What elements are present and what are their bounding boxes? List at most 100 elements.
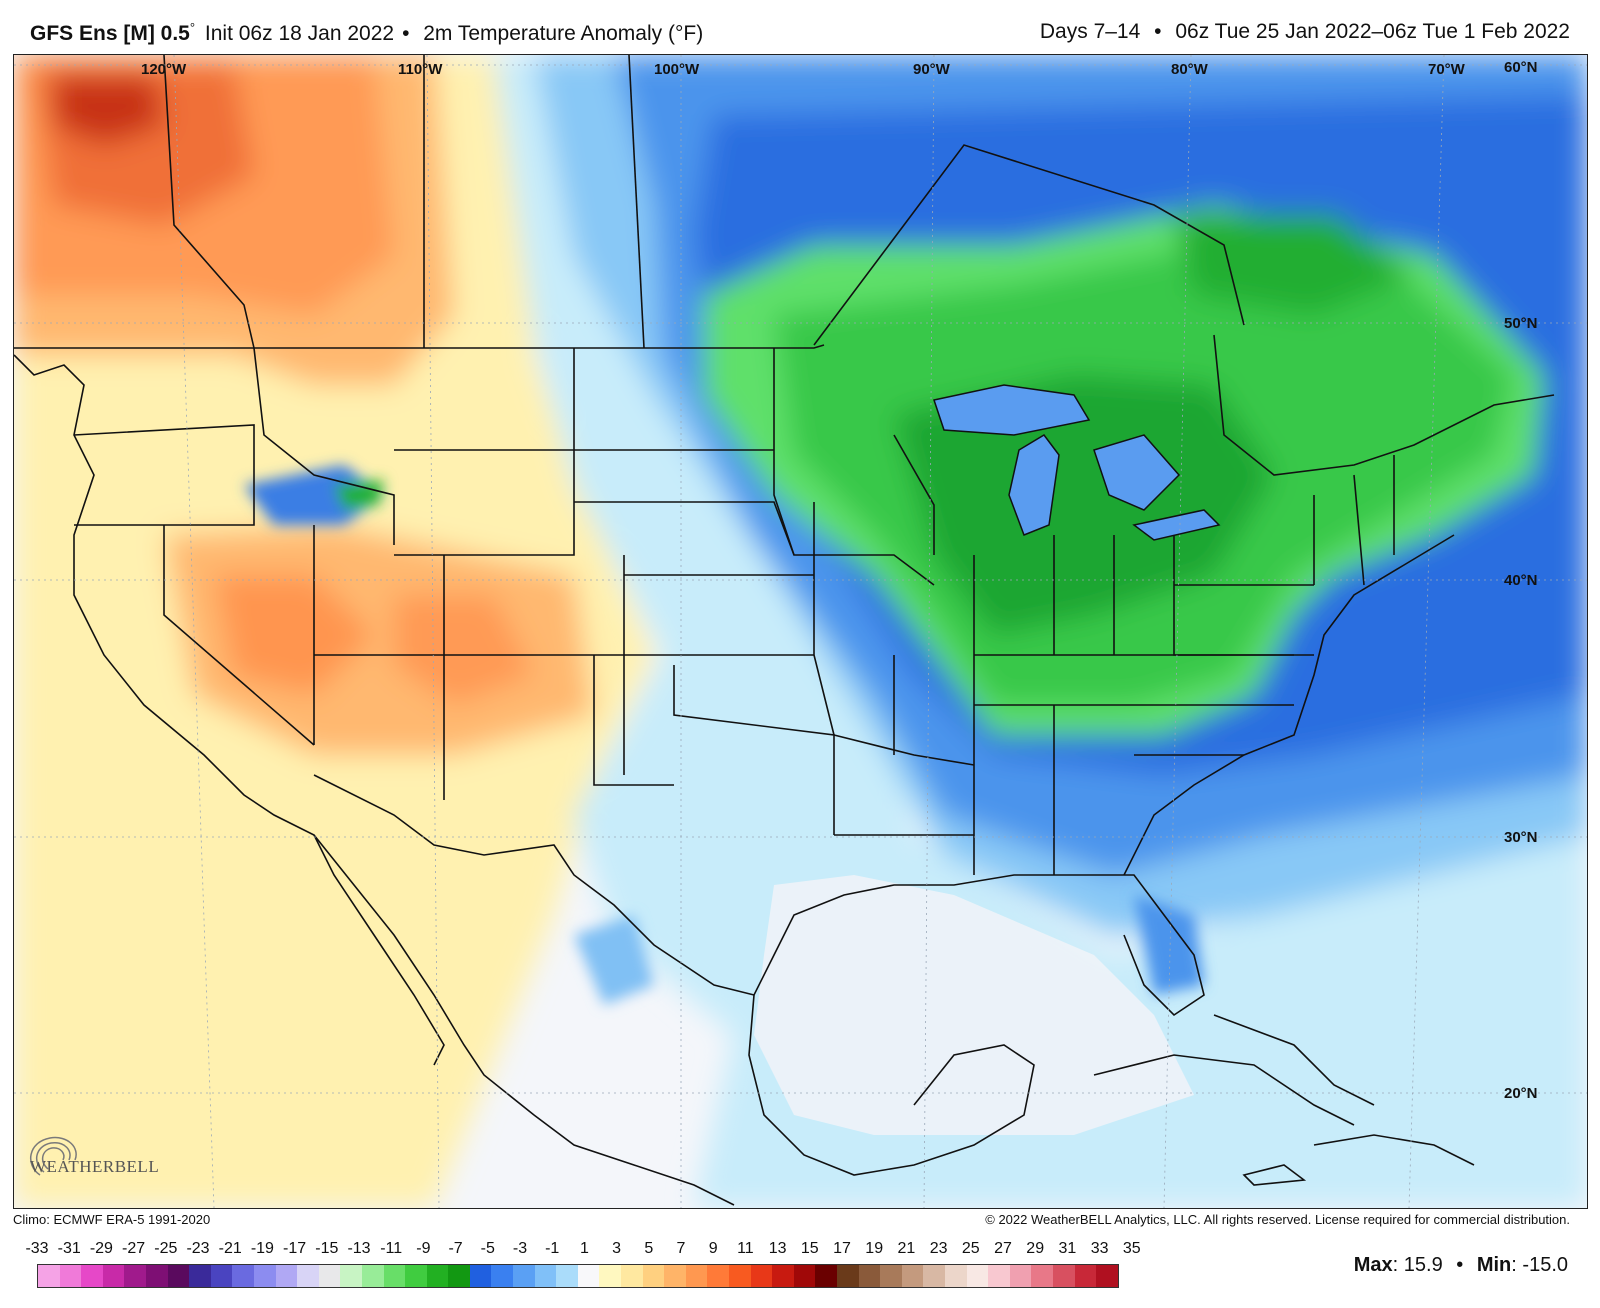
colorbar-label: 15: [800, 1240, 819, 1257]
colorbar-swatch: [448, 1265, 470, 1287]
lon-label-70w: 70°W: [1428, 61, 1465, 78]
colorbar-swatch: [664, 1265, 686, 1287]
colorbar-label: -11: [380, 1240, 403, 1257]
colorbar-swatch: [599, 1265, 622, 1287]
days-range: Days 7–14: [1039, 20, 1141, 43]
colorbar-swatch: [340, 1265, 362, 1287]
colorbar-swatch: [59, 1265, 82, 1287]
great-lakes: [933, 384, 1221, 541]
map-title: GFS Ens [M] 0.5° Init 06z 18 Jan 2022 • 2…: [30, 20, 704, 45]
colorbar-label: 19: [865, 1240, 884, 1257]
colorbar-swatch: [901, 1265, 924, 1287]
colorbar-swatch: [232, 1265, 254, 1287]
degree-symbol: °: [189, 20, 196, 35]
colorbar-label: -27: [122, 1240, 146, 1257]
model-name: GFS Ens [M] 0.5: [30, 22, 190, 45]
max-value: 15.9: [1403, 1254, 1443, 1276]
lat-label-60n: 60°N: [1504, 59, 1538, 76]
colorbar-swatch: [383, 1265, 406, 1287]
colorbar-swatch: [685, 1265, 708, 1287]
colorbar-swatch: [297, 1265, 319, 1287]
colorbar-label: 1: [579, 1240, 589, 1257]
colorbar-label: 27: [994, 1240, 1012, 1257]
colorbar-swatch: [167, 1265, 190, 1287]
colorbar-swatch: [253, 1265, 276, 1287]
colorbar-swatch: [836, 1265, 859, 1287]
lat-label-30n: 30°N: [1504, 829, 1538, 846]
colorbar-swatch: [858, 1265, 881, 1287]
colorbar-label: -21: [218, 1240, 242, 1257]
colorbar-label: 35: [1122, 1240, 1141, 1257]
boundaries: [14, 55, 1555, 1206]
colorbar-swatch: [621, 1265, 643, 1287]
colorbar-label: -33: [25, 1240, 49, 1257]
min-label: Min: [1476, 1254, 1512, 1276]
map-header: GFS Ens [M] 0.5° Init 06z 18 Jan 2022 • 2…: [0, 0, 1600, 54]
colorbar-swatch: [1074, 1265, 1097, 1287]
colorbar-swatch: [923, 1265, 945, 1287]
graticule: [14, 55, 1587, 1208]
colorbar-swatch: [1031, 1265, 1053, 1287]
copyright-note: © 2022 WeatherBELL Analytics, LLC. All r…: [985, 1212, 1570, 1227]
max-label: Max: [1353, 1254, 1393, 1276]
field-name: 2m Temperature Anomaly (°F): [423, 22, 704, 45]
colorbar: [37, 1264, 1119, 1288]
colorbar-swatch: [1096, 1265, 1118, 1287]
colorbar-label: -17: [283, 1240, 307, 1257]
colorbar-swatch: [642, 1265, 665, 1287]
lat-label-20n: 20°N: [1504, 1085, 1538, 1102]
valid-time: 06z Tue 25 Jan 2022–06z Tue 1 Feb 2022: [1175, 20, 1570, 43]
colorbar-swatch: [491, 1265, 514, 1287]
lon-label-80w: 80°W: [1171, 61, 1208, 78]
colorbar-label: -25: [154, 1240, 178, 1257]
lon-label-120w: 120°W: [141, 61, 187, 78]
colorbar-swatch: [577, 1265, 600, 1287]
colorbar-label: 11: [737, 1240, 754, 1257]
colorbar-swatch: [145, 1265, 168, 1287]
lat-label-40n: 40°N: [1504, 572, 1538, 589]
colorbar-swatch: [210, 1265, 233, 1287]
colorbar-swatch: [1009, 1265, 1032, 1287]
colorbar-label: -15: [315, 1240, 339, 1257]
colorbar-label: -5: [480, 1240, 495, 1257]
colorbar-swatch: [772, 1265, 794, 1287]
anomaly-map: 120°W 110°W 100°W 90°W 80°W 70°W 60°N 50…: [13, 54, 1588, 1209]
colorbar-swatch: [966, 1265, 989, 1287]
colorbar-swatch: [556, 1265, 578, 1287]
colorbar-label: 29: [1026, 1240, 1045, 1257]
colorbar-swatch: [988, 1265, 1010, 1287]
lon-label-110w: 110°W: [398, 61, 443, 78]
anomaly-map-svg: [14, 55, 1587, 1208]
colorbar-label: 25: [961, 1240, 980, 1257]
colorbar-label: -13: [347, 1240, 371, 1257]
colorbar-label: 13: [768, 1240, 787, 1257]
colorbar-label: 23: [929, 1240, 948, 1257]
lon-label-90w: 90°W: [913, 61, 950, 78]
valid-period: Days 7–14 • 06z Tue 25 Jan 2022–06z Tue …: [1039, 20, 1570, 43]
colorbar-swatch: [102, 1265, 125, 1287]
colorbar-label: 21: [897, 1240, 916, 1257]
colorbar-label: -7: [448, 1240, 463, 1257]
climo-note: Climo: ECMWF ERA-5 1991-2020: [13, 1212, 211, 1227]
colorbar-swatch: [361, 1265, 384, 1287]
colorbar-label: -9: [416, 1240, 431, 1257]
colorbar-swatch: [534, 1265, 557, 1287]
colorbar-label: -3: [512, 1240, 528, 1257]
colorbar-label: 33: [1090, 1240, 1109, 1257]
lon-label-100w: 100°W: [654, 61, 700, 78]
colorbar-swatch: [513, 1265, 535, 1287]
colorbar-label: 5: [644, 1240, 654, 1257]
colorbar-swatch: [815, 1265, 837, 1287]
colorbar-swatch: [469, 1265, 492, 1287]
colorbar-label: -1: [545, 1240, 560, 1257]
colorbar-swatch: [1052, 1265, 1075, 1287]
colorbar-label: -29: [89, 1240, 113, 1257]
colorbar-swatch: [944, 1265, 967, 1287]
colorbar-label: -23: [186, 1240, 210, 1257]
logo-text: WEATHERBELL: [30, 1157, 160, 1176]
colorbar-swatch: [38, 1265, 60, 1287]
colorbar-label: 31: [1058, 1240, 1077, 1257]
colorbar-label: -19: [250, 1240, 274, 1257]
colorbar-swatch: [880, 1265, 902, 1287]
colorbar-swatch: [750, 1265, 773, 1287]
